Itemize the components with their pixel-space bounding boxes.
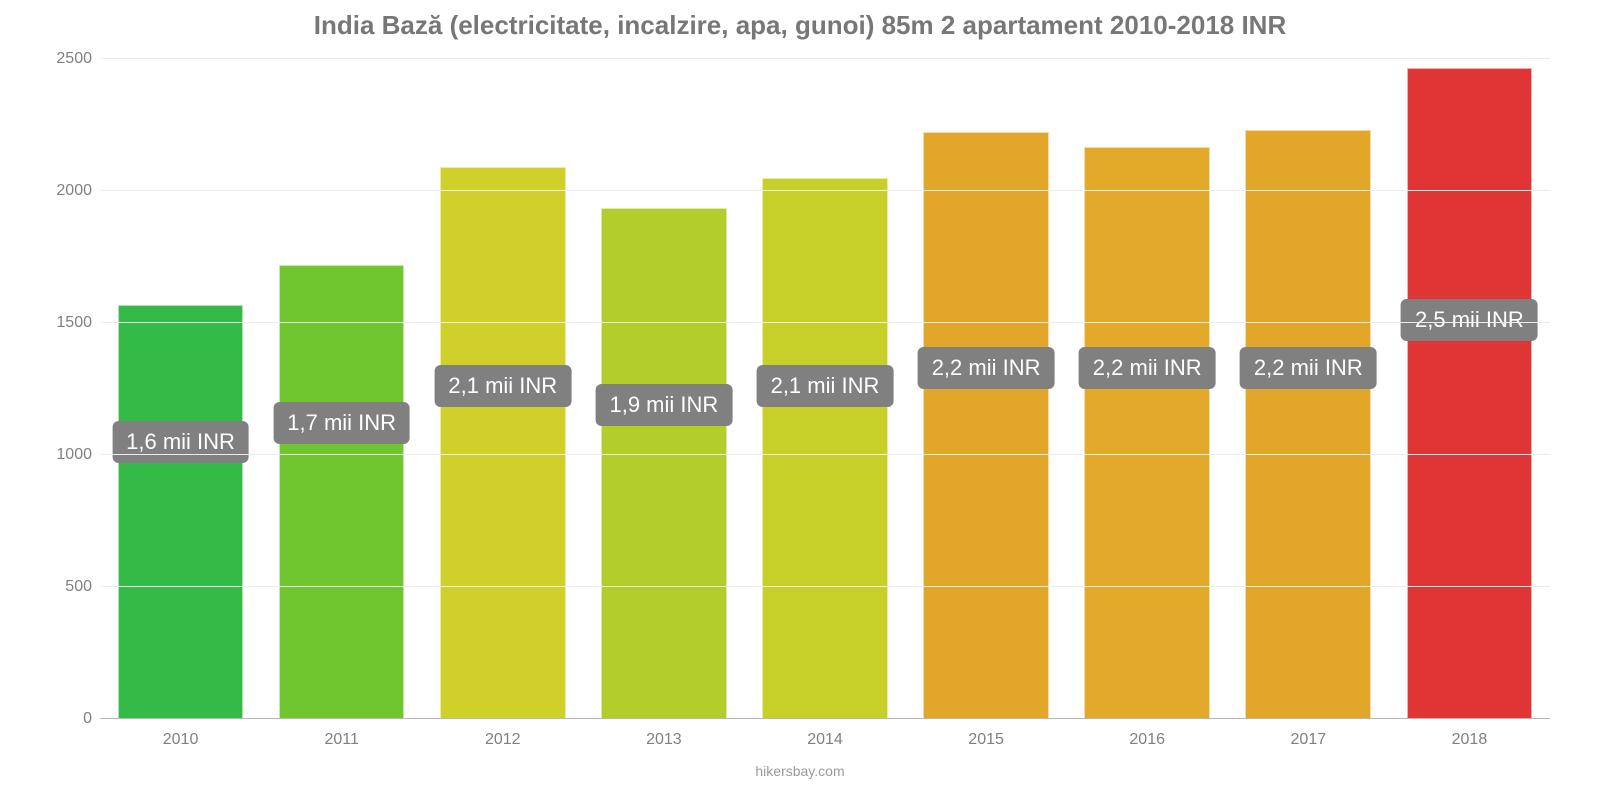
bar-column: 20101,6 mii INR (100, 59, 261, 719)
y-tick-label: 0 (32, 710, 92, 728)
x-tick-label: 2012 (422, 719, 583, 749)
x-tick-label: 2017 (1228, 719, 1389, 749)
bar-column: 20122,1 mii INR (422, 59, 583, 719)
bar (279, 265, 405, 719)
bar (1084, 147, 1210, 719)
bar-column: 20152,2 mii INR (906, 59, 1067, 719)
x-tick-label: 2013 (583, 719, 744, 749)
bar-column: 20142,1 mii INR (744, 59, 905, 719)
y-tick-label: 1500 (32, 314, 92, 332)
bar (118, 305, 244, 719)
bar-column: 20162,2 mii INR (1067, 59, 1228, 719)
data-label: 1,9 mii INR (595, 384, 732, 426)
plot-area: 20101,6 mii INR20111,7 mii INR20122,1 mi… (100, 59, 1550, 719)
attribution: hikersbay.com (755, 763, 844, 779)
chart-area: 20101,6 mii INR20111,7 mii INR20122,1 mi… (30, 49, 1570, 759)
gridline (100, 58, 1550, 59)
gridline (100, 190, 1550, 191)
bar (923, 132, 1049, 719)
bar (601, 208, 727, 719)
bar-column: 20172,2 mii INR (1228, 59, 1389, 719)
bar (1407, 68, 1533, 719)
x-tick-label: 2014 (744, 719, 905, 749)
x-tick-label: 2010 (100, 719, 261, 749)
data-label: 2,2 mii INR (1079, 347, 1216, 389)
bar (440, 167, 566, 719)
y-tick-label: 2500 (32, 50, 92, 68)
bar-column: 20131,9 mii INR (583, 59, 744, 719)
x-tick-label: 2018 (1389, 719, 1550, 749)
chart-title: India Bază (electricitate, incalzire, ap… (314, 10, 1287, 41)
y-tick-label: 1000 (32, 446, 92, 464)
bar-column: 20111,7 mii INR (261, 59, 422, 719)
data-label: 1,7 mii INR (273, 402, 410, 444)
gridline (100, 454, 1550, 455)
bars-container: 20101,6 mii INR20111,7 mii INR20122,1 mi… (100, 59, 1550, 719)
data-label: 2,5 mii INR (1401, 299, 1538, 341)
bar-column: 20182,5 mii INR (1389, 59, 1550, 719)
x-axis-line (100, 718, 1550, 719)
data-label: 1,6 mii INR (112, 421, 249, 463)
data-label: 2,2 mii INR (918, 347, 1055, 389)
y-tick-label: 2000 (32, 182, 92, 200)
data-label: 2,1 mii INR (434, 365, 571, 407)
data-label: 2,1 mii INR (757, 365, 894, 407)
x-tick-label: 2016 (1067, 719, 1228, 749)
gridline (100, 322, 1550, 323)
bar (762, 178, 888, 719)
data-label: 2,2 mii INR (1240, 347, 1377, 389)
y-tick-label: 500 (32, 578, 92, 596)
gridline (100, 586, 1550, 587)
x-tick-label: 2011 (261, 719, 422, 749)
x-tick-label: 2015 (906, 719, 1067, 749)
bar (1245, 130, 1371, 719)
